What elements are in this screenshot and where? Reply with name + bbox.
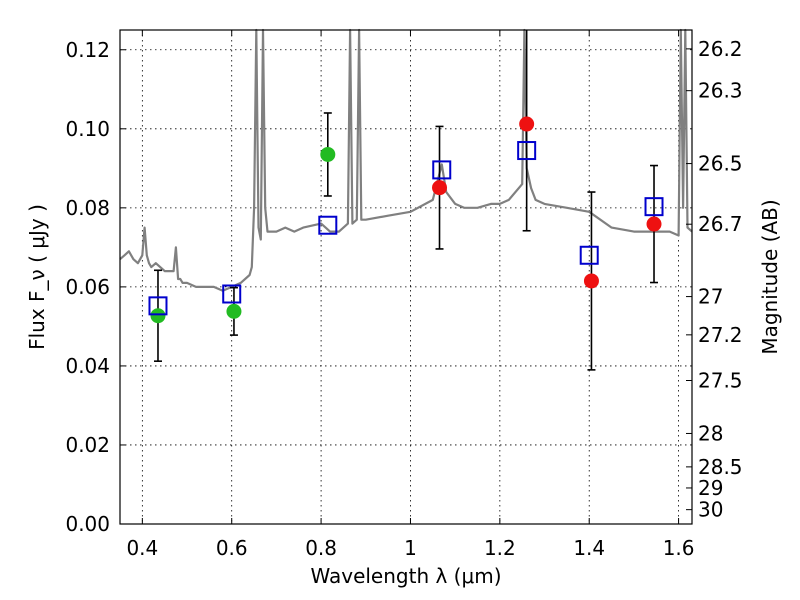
x-tick-label: 0.4 <box>126 536 158 560</box>
models-layer <box>148 141 664 316</box>
y-tick-label: 0.06 <box>65 275 110 299</box>
y-tick-label: 0.08 <box>65 196 110 220</box>
y2-tick-label: 27.2 <box>698 323 743 347</box>
nir-point <box>432 180 448 196</box>
x-tick-label: 0.8 <box>305 536 337 560</box>
model-square <box>432 160 452 180</box>
optical-point <box>320 146 336 162</box>
optical-point <box>150 308 166 324</box>
y2-tick-label: 26.5 <box>698 152 743 176</box>
y-tick-label: 0.12 <box>65 38 110 62</box>
plot-frame <box>119 29 693 525</box>
points-layer <box>150 116 662 324</box>
x-tick-label: 1 <box>404 536 417 560</box>
y-axis-label: Flux F_ν ( μJy ) <box>25 204 49 350</box>
x-tick-label: 1.4 <box>573 536 605 560</box>
x-tick-label: 0.6 <box>216 536 248 560</box>
y-tick-label: 0.04 <box>65 354 110 378</box>
model-square <box>517 141 537 161</box>
y-tick-label: 0.10 <box>65 117 110 141</box>
optical-point <box>226 303 242 319</box>
y2-tick-label: 28 <box>698 421 723 445</box>
nir-point <box>519 116 535 132</box>
model-square <box>222 284 242 304</box>
grid <box>120 30 692 524</box>
plot-background <box>120 30 692 524</box>
y2-tick-label: 26.3 <box>698 79 743 103</box>
x-axis-label: Wavelength λ (μm) <box>310 564 501 588</box>
nir-point <box>583 273 599 289</box>
y-axis: 0.00 0.02 0.04 0.06 0.08 0.10 0.12 <box>65 38 126 536</box>
y2-tick-label: 29 <box>698 476 723 500</box>
x-tick-label: 1.2 <box>484 536 516 560</box>
model-square <box>579 245 599 265</box>
y2-tick-label: 26.7 <box>698 212 743 236</box>
y-tick-label: 0.00 <box>65 512 110 536</box>
y2-tick-label: 27 <box>698 285 723 309</box>
y2-axis-label: Magnitude (AB) <box>758 199 782 354</box>
spectrum-layer <box>119 28 693 292</box>
x-axis: 0.4 0.6 0.8 1 1.2 1.4 1.6 <box>126 30 695 560</box>
y2-tick-label: 27.5 <box>698 369 743 393</box>
model-square <box>318 215 338 235</box>
x-tick-label: 1.6 <box>663 536 695 560</box>
nir-point <box>646 216 662 232</box>
y2-tick-label: 26.2 <box>698 37 743 61</box>
model-square <box>644 197 664 217</box>
model-square <box>148 296 168 316</box>
y2-tick-label: 30 <box>698 498 723 522</box>
y2-tick-label: 28.5 <box>698 455 743 479</box>
spectrum-line <box>119 28 693 292</box>
y-tick-label: 0.02 <box>65 433 110 457</box>
